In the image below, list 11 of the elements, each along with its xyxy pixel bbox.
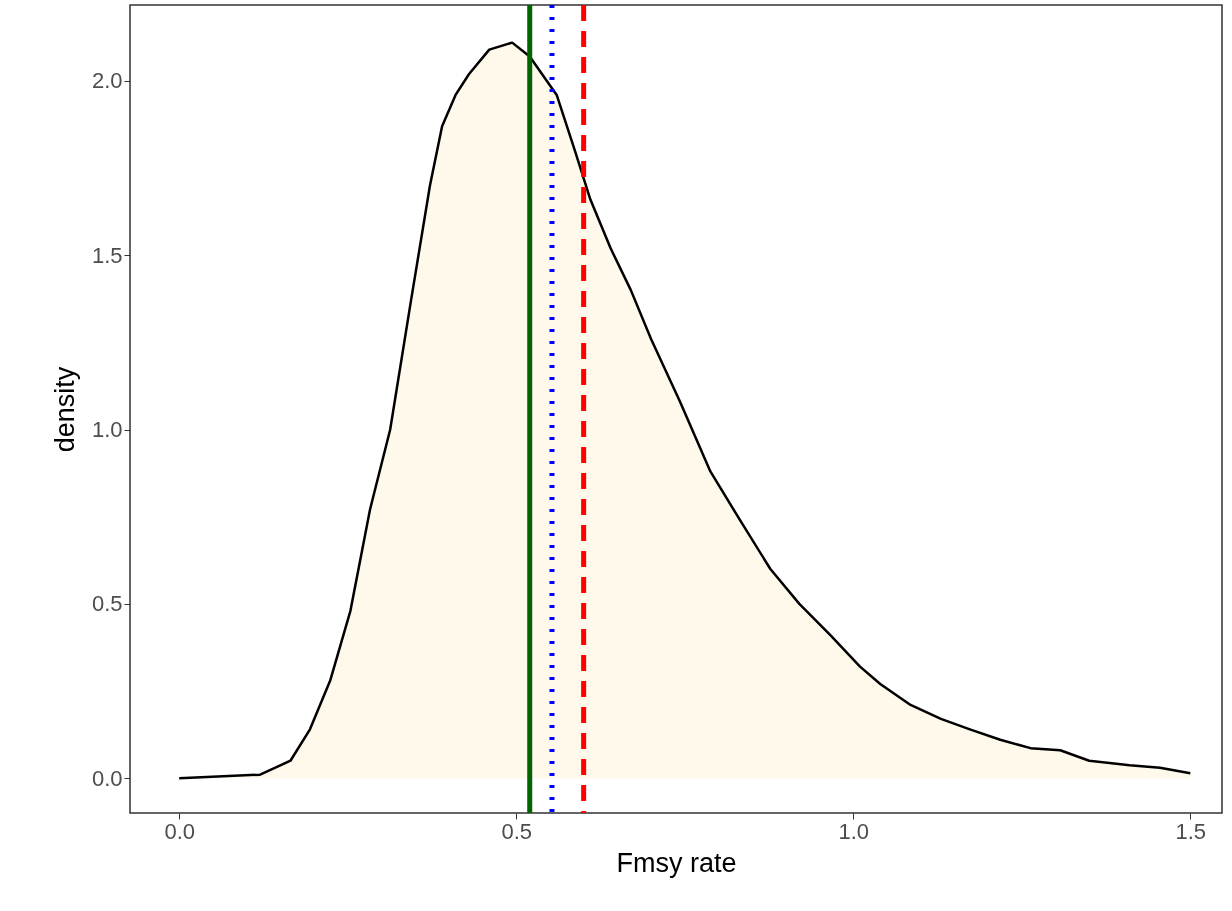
x-axis-title: Fmsy rate <box>616 847 737 878</box>
y-tick-label: 2.0 <box>91 68 123 94</box>
x-tick-label: 0.5 <box>501 818 533 844</box>
y-tick-label: 1.0 <box>91 417 123 443</box>
y-tick-label: 0.5 <box>91 591 123 617</box>
x-tick-label: 1.0 <box>838 818 870 844</box>
x-tick-label: 1.5 <box>1175 818 1207 844</box>
x-tick-label: 0.0 <box>164 818 195 844</box>
y-tick-label: 1.5 <box>91 242 123 268</box>
y-tick-label: 0.0 <box>91 765 123 791</box>
y-axis-title: density <box>49 366 80 453</box>
